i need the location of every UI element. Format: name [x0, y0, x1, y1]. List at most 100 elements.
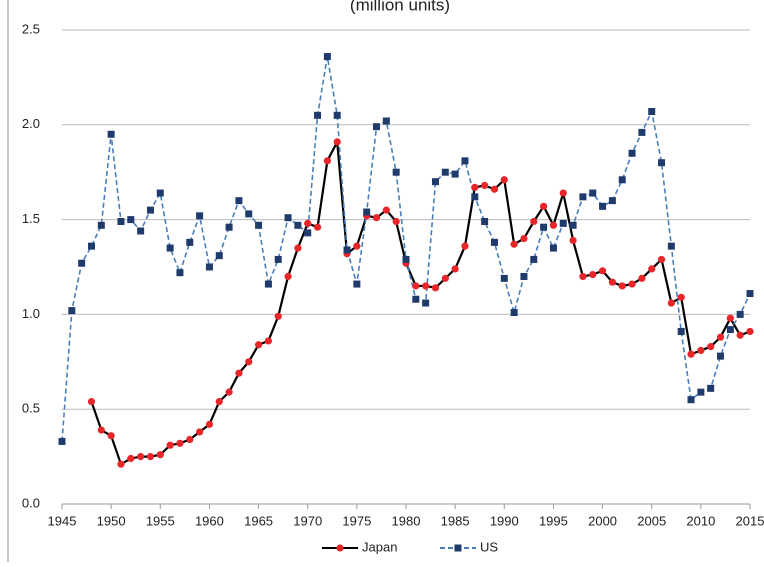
marker [97, 221, 105, 229]
marker [87, 398, 96, 406]
marker [707, 343, 715, 351]
x-tick-label: 2010 [686, 513, 715, 528]
legend-label: US [480, 539, 498, 554]
y-tick-label: 0.5 [22, 401, 40, 416]
marker [176, 439, 184, 447]
y-tick-label: 0.0 [22, 495, 40, 510]
marker [284, 272, 292, 281]
x-tick-label: 1950 [97, 513, 126, 528]
chart-title: (million units) [350, 0, 450, 14]
marker [373, 123, 381, 131]
marker [628, 280, 636, 288]
marker [628, 149, 636, 157]
marker [707, 384, 715, 392]
marker [313, 223, 322, 231]
marker [245, 210, 253, 218]
marker [569, 236, 577, 245]
marker [422, 282, 430, 290]
marker [323, 157, 331, 165]
marker [717, 352, 725, 360]
marker [343, 246, 351, 254]
marker [205, 420, 214, 428]
marker [205, 263, 213, 271]
marker [490, 185, 499, 193]
marker [186, 435, 194, 444]
marker [638, 128, 646, 136]
y-tick-label: 2.0 [22, 116, 40, 131]
marker [304, 229, 312, 237]
marker [392, 217, 400, 226]
marker [156, 451, 164, 459]
marker [598, 267, 607, 275]
marker [186, 238, 194, 246]
marker [127, 216, 135, 224]
marker [323, 53, 331, 61]
marker [304, 219, 312, 227]
marker [166, 441, 174, 449]
marker [746, 290, 754, 298]
marker [657, 255, 666, 264]
marker [107, 432, 115, 440]
marker [451, 265, 459, 273]
marker [87, 242, 95, 250]
marker [648, 265, 656, 273]
marker [716, 333, 725, 341]
x-tick-label: 1965 [244, 513, 273, 528]
marker [274, 312, 282, 320]
marker [314, 111, 322, 119]
series-line [90, 137, 751, 466]
legend-label: Japan [362, 539, 397, 554]
marker [117, 460, 125, 468]
marker [559, 219, 567, 227]
marker [412, 282, 420, 290]
marker [422, 299, 430, 307]
marker [156, 189, 164, 197]
x-tick-label: 1995 [539, 513, 568, 528]
marker [510, 309, 518, 317]
marker [658, 159, 666, 167]
marker [255, 221, 263, 229]
marker [58, 437, 66, 445]
marker [549, 244, 557, 252]
x-tick-label: 1980 [392, 513, 421, 528]
marker [215, 398, 223, 406]
marker [146, 206, 154, 214]
marker [540, 223, 548, 231]
marker [569, 221, 577, 229]
marker [235, 369, 243, 377]
marker [677, 327, 685, 335]
marker [667, 299, 675, 307]
marker [382, 206, 390, 214]
marker [431, 284, 440, 292]
marker [530, 255, 538, 263]
marker [353, 280, 361, 288]
x-tick-label: 1960 [195, 513, 224, 528]
marker [481, 181, 489, 190]
marker [176, 269, 184, 277]
marker [520, 234, 528, 243]
marker [697, 388, 705, 396]
marker [225, 388, 233, 396]
marker [78, 259, 86, 267]
marker [589, 270, 597, 279]
y-tick-label: 1.5 [22, 211, 40, 226]
marker [225, 223, 233, 231]
marker [461, 157, 469, 165]
marker [333, 111, 341, 119]
marker [579, 193, 587, 201]
marker [589, 189, 597, 197]
marker [736, 331, 744, 339]
marker [196, 428, 204, 436]
marker [294, 221, 302, 229]
marker [215, 252, 223, 260]
marker [687, 396, 695, 404]
marker [540, 202, 548, 210]
marker [481, 217, 489, 225]
marker [363, 208, 371, 216]
marker [451, 170, 459, 178]
marker [294, 244, 302, 252]
marker [127, 454, 135, 463]
marker [687, 350, 695, 358]
marker [549, 221, 558, 229]
